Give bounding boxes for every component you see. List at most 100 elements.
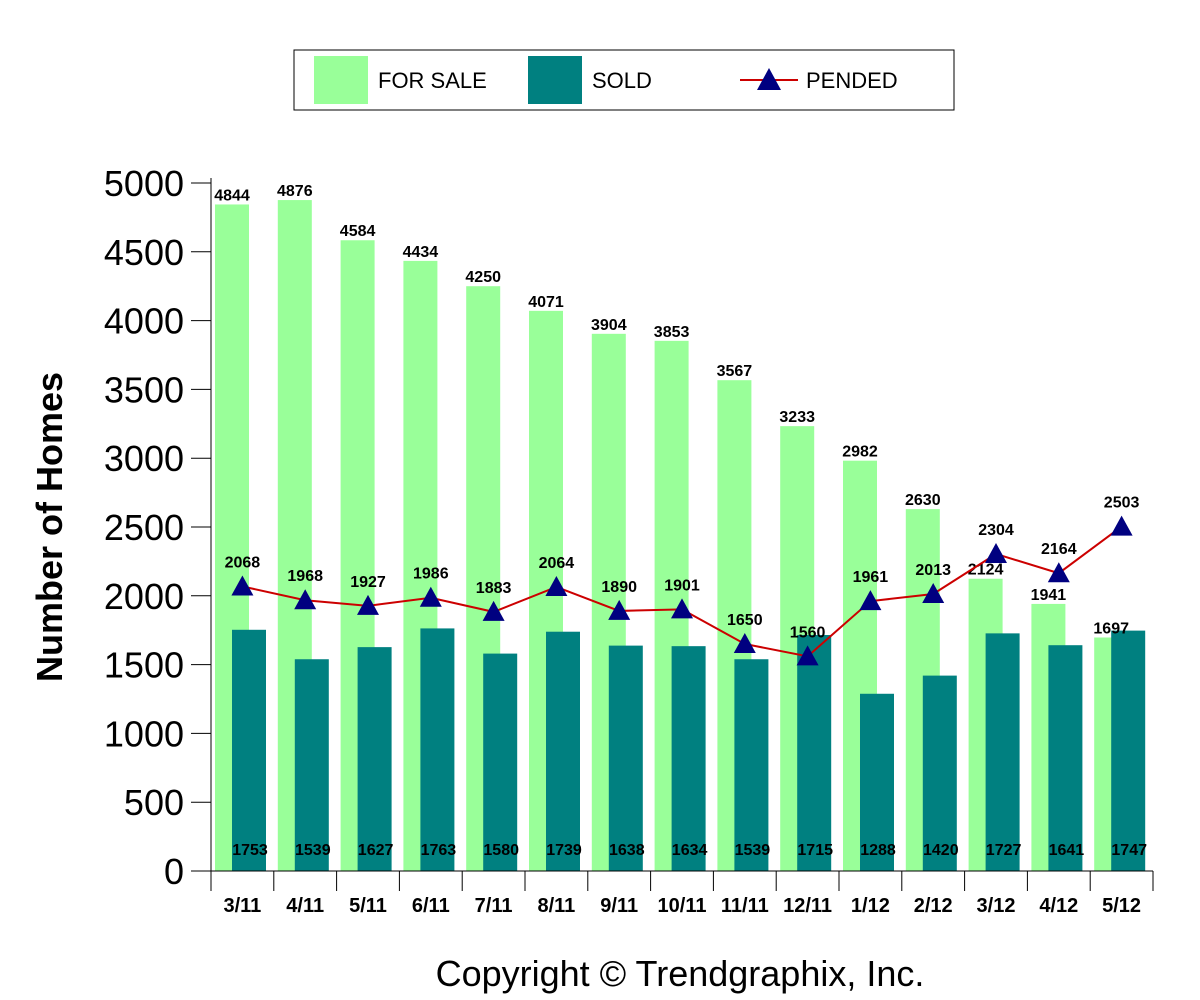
- marker-pended-3/12: [985, 542, 1007, 563]
- y-tick-label: 2500: [104, 507, 184, 548]
- data-label-pended: 2068: [225, 554, 261, 571]
- marker-pended-7/11: [482, 600, 505, 621]
- marker-pended-2/12: [922, 583, 945, 604]
- bar-sold-3/11: [232, 629, 266, 871]
- bar-sold-10/11: [671, 646, 706, 871]
- legend: FOR SALE SOLD PENDED: [293, 49, 955, 111]
- plot-area: 0 500 1000 1500 2000 2500 3000 3500 4000 4500 5000…: [104, 163, 1154, 917]
- data-label-pended: 1650: [727, 612, 763, 629]
- bar-sold-4/11: [294, 659, 329, 871]
- x-tick-label: 3/11: [223, 895, 261, 917]
- data-label-pended: 1901: [664, 577, 700, 594]
- marker-pended-1/12: [859, 590, 882, 611]
- marker-pended-10/11: [671, 598, 693, 619]
- y-tick-label: 1500: [104, 645, 184, 686]
- data-label-for-sale: 4844: [214, 187, 250, 204]
- x-tick-label: 1/12: [851, 895, 890, 917]
- data-label-for-sale: 2982: [842, 444, 878, 461]
- data-label-for-sale: 1697: [1093, 620, 1129, 637]
- bar-sold-8/11: [546, 631, 580, 871]
- x-tick-label: 12/11: [783, 895, 832, 917]
- bar-sold-7/11: [483, 653, 518, 871]
- marker-pended-5/11: [357, 594, 379, 615]
- marker-pended-4/12: [1047, 562, 1070, 583]
- data-label-sold: 1634: [672, 842, 708, 859]
- data-label-pended: 2064: [539, 555, 575, 572]
- legend-label-for-sale: FOR SALE: [378, 68, 487, 93]
- legend-swatch-for-sale: [314, 56, 368, 104]
- bar-sold-2/12: [922, 675, 957, 871]
- marker-pended-12/11: [796, 645, 819, 666]
- bar-sold-4/12: [1048, 645, 1083, 871]
- bar-sold-9/11: [608, 645, 643, 871]
- x-tick-label: 9/11: [600, 895, 638, 917]
- y-tick-label: 4000: [104, 301, 184, 342]
- y-tick-label: 5000: [104, 163, 184, 204]
- data-label-for-sale: 4434: [403, 244, 439, 261]
- data-label-pended: 1968: [287, 568, 323, 585]
- data-label-sold: 1420: [923, 842, 959, 859]
- x-tick-label: 3/12: [977, 895, 1016, 917]
- data-label-for-sale: 3904: [591, 317, 627, 334]
- marker-pended-9/11: [608, 599, 631, 620]
- data-label-sold: 1539: [735, 842, 771, 859]
- data-label-for-sale: 4584: [340, 223, 376, 240]
- legend-label-sold: SOLD: [592, 68, 652, 93]
- marker-pended-6/11: [419, 586, 442, 607]
- data-label-for-sale: 2124: [968, 562, 1004, 579]
- bar-sold-11/11: [734, 659, 769, 871]
- data-label-sold: 1638: [609, 842, 645, 859]
- x-tick-label: 4/11: [286, 895, 324, 917]
- data-label-sold: 1580: [483, 842, 519, 859]
- bar-sold-3/12: [985, 633, 1020, 871]
- x-tick-label: 7/11: [475, 895, 513, 917]
- y-tick-label: 0: [164, 851, 184, 892]
- data-label-for-sale: 2630: [905, 492, 941, 509]
- marker-pended-3/11: [231, 575, 254, 596]
- bar-sold-12/11: [797, 635, 832, 871]
- bar-sold-5/12: [1111, 630, 1146, 871]
- data-label-pended: 1986: [413, 566, 449, 583]
- x-tick-label: 6/11: [412, 895, 450, 917]
- y-tick-label: 1000: [104, 713, 184, 754]
- data-label-sold: 1739: [546, 842, 582, 859]
- data-label-sold: 1753: [232, 842, 268, 859]
- y-tick-label: 3000: [104, 438, 184, 479]
- bar-sold-1/12: [860, 693, 894, 871]
- data-label-for-sale: 4250: [465, 269, 501, 286]
- y-axis-label: Number of Homes: [29, 372, 70, 682]
- data-label-for-sale: 3853: [654, 324, 690, 341]
- data-label-sold: 1539: [295, 842, 331, 859]
- data-label-sold: 1288: [860, 842, 896, 859]
- data-label-pended: 1890: [601, 579, 637, 596]
- x-tick-label: 8/11: [537, 895, 575, 917]
- x-tick-label: 5/12: [1102, 895, 1141, 917]
- y-tick-label: 3500: [104, 369, 184, 410]
- data-label-for-sale: 4071: [528, 294, 564, 311]
- data-label-pended: 1883: [476, 580, 512, 597]
- data-label-pended: 2503: [1104, 495, 1140, 512]
- data-label-sold: 1627: [358, 842, 394, 859]
- x-tick-label: 11/11: [721, 895, 769, 917]
- data-label-pended: 1927: [350, 574, 386, 591]
- data-label-sold: 1727: [986, 842, 1022, 859]
- x-tick-label: 4/12: [1039, 895, 1078, 917]
- bar-sold-6/11: [420, 628, 455, 871]
- y-tick-label: 4500: [104, 232, 184, 273]
- copyright: Copyright © Trendgraphix, Inc.: [436, 953, 925, 994]
- data-label-pended: 2013: [915, 562, 951, 579]
- marker-pended-4/11: [294, 589, 317, 610]
- data-label-for-sale: 3567: [717, 363, 753, 380]
- data-label-for-sale: 3233: [779, 409, 815, 426]
- legend-label-pended: PENDED: [806, 68, 898, 93]
- legend-swatch-pended-marker: [757, 68, 781, 90]
- data-label-pended: 1560: [790, 624, 826, 641]
- x-tick-label: 5/11: [349, 895, 387, 917]
- data-label-sold: 1715: [797, 842, 833, 859]
- marker-pended-5/12: [1110, 515, 1133, 536]
- bar-sold-5/11: [357, 647, 392, 871]
- x-tick-label: 10/11: [658, 895, 707, 917]
- y-tick-label: 2000: [104, 576, 184, 617]
- data-label-pended: 2164: [1041, 541, 1077, 558]
